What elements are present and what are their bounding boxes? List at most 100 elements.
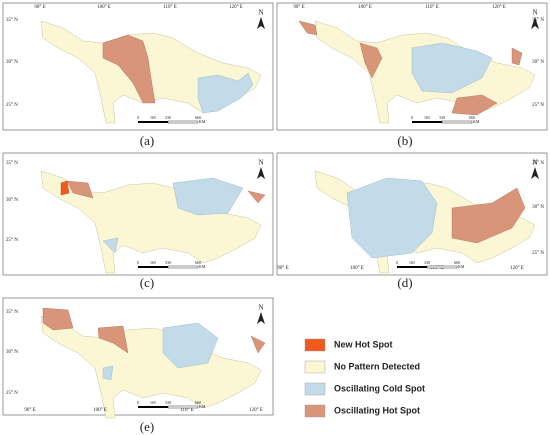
hot-region: [42, 307, 74, 331]
new-hot-region: [60, 180, 70, 196]
scale-label: 0: [137, 115, 139, 120]
lon-tick-label: 100° E: [97, 5, 111, 10]
hot-region: [102, 34, 156, 104]
scale-bar: [167, 120, 199, 124]
scale-label: 330: [439, 115, 445, 120]
scale-label: 165: [150, 260, 156, 265]
lat-tick-label: 35° N: [532, 18, 544, 23]
hot-region: [359, 42, 383, 79]
scale-label: 660: [195, 400, 201, 405]
scale-bar: [426, 265, 458, 269]
scale-label: 660: [195, 115, 201, 120]
scale-bar: [138, 266, 168, 268]
lon-tick-label: 100° E: [358, 5, 372, 10]
lon-tick-label: 90° E: [34, 5, 45, 10]
lon-tick-label: 100° E: [350, 266, 364, 271]
north-label: N: [532, 159, 537, 167]
panel-label: (a): [140, 133, 154, 148]
scale-bar: [441, 120, 473, 124]
lat-tick-label: 25° N: [532, 103, 544, 108]
panel-e: 90° E 100° E 110° E 120° E 35° N 30° N 25° N N 0…: [2, 297, 274, 419]
cold-region: [172, 177, 244, 216]
north-label: N: [258, 159, 263, 167]
legend-swatch: [304, 404, 326, 418]
legend-label: Oscillating Hot Spot: [334, 405, 420, 415]
lat-tick-label: 35° N: [6, 161, 18, 166]
scale-label: 660: [454, 260, 460, 265]
scale-label: 330: [424, 260, 430, 265]
legend-swatch: [304, 360, 326, 374]
hot-region: [97, 325, 129, 354]
legend-label: Oscillating Cold Spot: [334, 383, 425, 393]
lat-tick-label: 30° N: [6, 198, 18, 203]
legend-swatch: [304, 338, 326, 352]
scale-label: 330: [165, 115, 171, 120]
lon-tick-label: 120° E: [229, 5, 243, 10]
legend-label: New Hot Spot: [334, 339, 393, 349]
scale-bar: [138, 406, 168, 408]
scale-bar: [167, 405, 199, 409]
scale-label: 0: [411, 115, 413, 120]
north-arrow: [257, 167, 265, 179]
lat-tick-label: 30° N: [6, 350, 18, 355]
hot-region: [451, 187, 526, 244]
lat-tick-label: 30° N: [6, 60, 18, 65]
lat-tick-label: 25° N: [6, 391, 18, 396]
scale-bar: [167, 265, 199, 269]
hot-region: [511, 47, 523, 66]
lon-tick-label: 90° E: [24, 408, 35, 413]
cold-region: [346, 177, 438, 259]
lon-tick-label: 120° E: [510, 266, 524, 271]
panel-a: 90° E 100° E 110° E 120° E 35° N 30° N 25° N N 0…: [2, 2, 274, 131]
lat-tick-label: 25° N: [6, 238, 18, 243]
hot-region: [451, 94, 498, 116]
panel-d: 90° E 100° E 110° E 120° E 35° N 30° N 25° N N 0…: [276, 152, 548, 276]
cold-region: [162, 322, 219, 369]
scale-label: 0: [137, 400, 139, 405]
scale-bar: [412, 121, 442, 123]
scale-label: 165: [150, 400, 156, 405]
scale-label: 165: [409, 260, 415, 265]
lon-tick-label: 120° E: [249, 408, 263, 413]
lat-tick-label: 25° N: [6, 103, 18, 108]
scale-label: 165: [150, 115, 156, 120]
lat-tick-label: 25° N: [532, 251, 544, 256]
scale-bar: [397, 266, 427, 268]
legend-swatch: [304, 382, 326, 396]
lon-tick-label: 110° E: [425, 5, 439, 10]
hot-region: [247, 190, 266, 204]
lon-tick-label: 90° E: [293, 5, 304, 10]
panel-label: (b): [397, 133, 412, 148]
north-label: N: [258, 304, 263, 312]
scale-unit: KM: [458, 264, 465, 269]
cold-region: [102, 365, 114, 381]
scale-unit: KM: [199, 264, 206, 269]
lon-tick-label: 100° E: [93, 408, 107, 413]
lon-tick-label: 110° E: [430, 266, 444, 271]
lon-tick-label: 110° E: [163, 5, 177, 10]
scale-unit: KM: [473, 119, 480, 124]
north-arrow: [531, 167, 539, 179]
scale-label: 330: [165, 260, 171, 265]
north-arrow: [531, 17, 539, 29]
north-label: N: [258, 9, 263, 17]
lat-tick-label: 30° N: [532, 205, 544, 210]
scale-label: 660: [469, 115, 475, 120]
lon-tick-label: 120° E: [492, 5, 506, 10]
scale-unit: KM: [199, 119, 206, 124]
legend-label: No Pattern Detected: [334, 361, 420, 371]
north-arrow: [257, 312, 265, 324]
north-arrow: [257, 17, 265, 29]
hot-region: [250, 335, 266, 354]
lat-tick-label: 30° N: [532, 60, 544, 65]
scale-label: 330: [165, 400, 171, 405]
panel-label: (e): [140, 419, 154, 434]
north-label: N: [532, 9, 537, 17]
lat-tick-label: 35° N: [6, 310, 18, 315]
hot-region: [66, 180, 94, 199]
scale-label: 165: [424, 115, 430, 120]
cold-region: [197, 72, 254, 114]
